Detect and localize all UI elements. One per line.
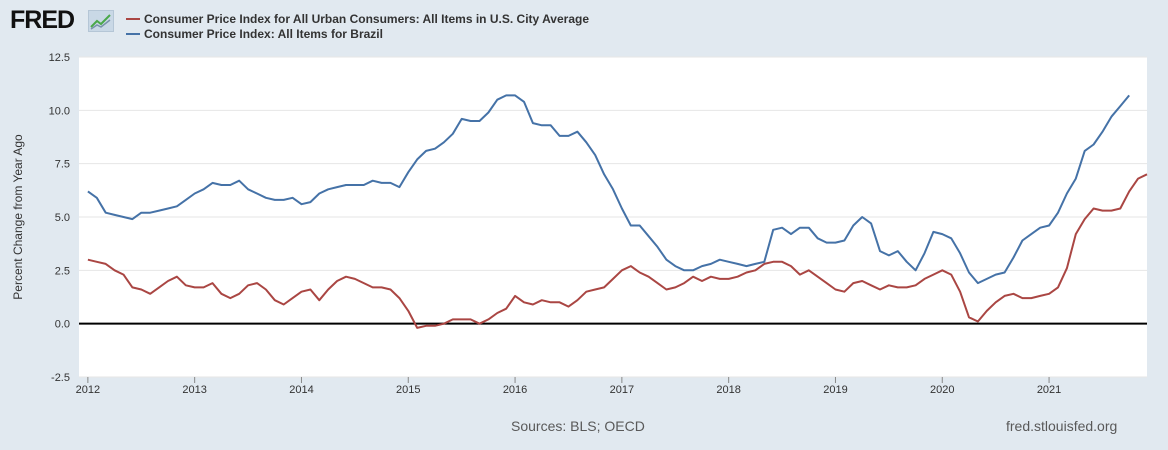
y-tick-label: 2.5 <box>55 265 70 277</box>
x-tick-label: 2017 <box>610 384 634 396</box>
y-tick-label: 10.0 <box>49 105 70 117</box>
legend-label-brazil-cpi: Consumer Price Index: All Items for Braz… <box>144 26 383 41</box>
site-link[interactable]: fred.stlouisfed.org <box>1006 418 1118 434</box>
series-lines <box>87 94 1148 329</box>
x-tick-label: 2014 <box>289 384 313 396</box>
x-tick-label: 2016 <box>503 384 527 396</box>
y-tick-label: 7.5 <box>55 159 70 171</box>
x-tick-label: 2020 <box>930 384 954 396</box>
line-chart: -2.50.02.55.07.510.012.5 2012 2013 2014 201… <box>11 52 1148 396</box>
y-axis: -2.5 0.0 2.5 5.0 7.5 10.0 12.5 <box>49 52 70 384</box>
y-tick-label: -2.5 <box>51 372 70 384</box>
legend-swatch-brazil-cpi <box>126 32 140 35</box>
legend-item-brazil-cpi[interactable]: Consumer Price Index: All Items for Braz… <box>126 26 589 41</box>
series-line-us-cpi[interactable] <box>87 173 1148 329</box>
x-tick-label: 2012 <box>76 384 100 396</box>
y-axis-label: Percent Change from Year Ago <box>11 134 25 300</box>
sources-text: Sources: BLS; OECD <box>511 418 645 434</box>
line-chart-icon <box>88 10 114 32</box>
fred-logo[interactable]: FRED <box>10 6 120 36</box>
y-tick-label: 5.0 <box>55 212 70 224</box>
x-tick-label: 2013 <box>182 384 206 396</box>
x-tick-label: 2019 <box>823 384 847 396</box>
legend-swatch-us-cpi <box>126 17 140 20</box>
legend-label-us-cpi: Consumer Price Index for All Urban Consu… <box>144 11 589 26</box>
x-tick-label: 2021 <box>1037 384 1061 396</box>
legend-item-us-cpi[interactable]: Consumer Price Index for All Urban Consu… <box>126 11 589 26</box>
y-tick-label: 0.0 <box>55 319 70 331</box>
x-axis: 2012 2013 2014 2015 2016 2017 2018 2019 2020 2021 <box>76 377 1061 396</box>
series-line-brazil-cpi[interactable] <box>87 94 1130 285</box>
chart-legend: Consumer Price Index for All Urban Consu… <box>126 11 589 41</box>
fred-logo-text: FRED <box>10 6 75 34</box>
x-tick-label: 2018 <box>716 384 740 396</box>
y-tick-label: 12.5 <box>49 52 70 64</box>
x-tick-label: 2015 <box>396 384 420 396</box>
